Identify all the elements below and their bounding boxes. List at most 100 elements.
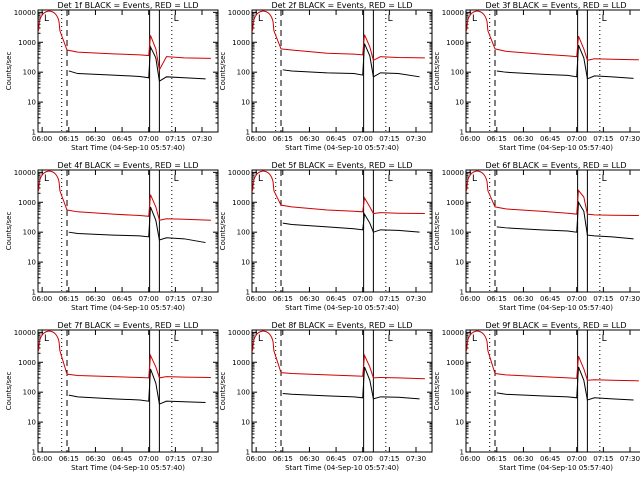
x-tick-label: 06:30: [299, 135, 319, 143]
y-tick-label: 10: [241, 99, 250, 107]
x-tick-label: 06:45: [112, 455, 132, 463]
y-tick-label: 100: [451, 69, 464, 77]
y-tick-label: 1: [460, 129, 464, 137]
x-tick-label: 07:30: [406, 455, 426, 463]
series-events-line: [282, 43, 420, 78]
x-axis-label: Start Time (04-Sep-10 05:57:40): [285, 464, 399, 472]
x-tick-label: 06:45: [326, 455, 346, 463]
y-tick-label: 100: [23, 229, 36, 237]
plot-frame: [465, 329, 640, 453]
y-tick-label: 100: [451, 229, 464, 237]
attenuator-marker: L: [44, 334, 49, 344]
y-tick-label: 10000: [14, 9, 36, 17]
y-axis-label: Counts/sec: [219, 212, 227, 251]
series-lld-line: [252, 170, 425, 215]
attenuator-marker: L: [602, 334, 607, 344]
series-lld-line: [38, 10, 211, 72]
plot-frame: [465, 9, 640, 133]
x-tick-label: 07:15: [165, 135, 185, 143]
x-axis-label: Start Time (04-Sep-10 05:57:40): [499, 464, 613, 472]
attenuator-marker: L: [472, 334, 477, 344]
x-tick-label: 07:00: [139, 135, 159, 143]
y-tick-label: 10000: [14, 329, 36, 337]
y-tick-label: 1000: [446, 39, 464, 47]
series-events-line: [68, 206, 206, 244]
x-tick-label: 06:15: [59, 135, 79, 143]
panel-title: Det 8f BLACK = Events, RED = LLD: [271, 321, 412, 330]
x-tick-label: 06:15: [273, 455, 293, 463]
attenuator-marker: L: [472, 14, 477, 24]
y-tick-label: 1000: [18, 39, 36, 47]
x-tick-label: 06:00: [246, 135, 266, 143]
series-lld-line: [466, 10, 639, 61]
attenuator-marker: L: [388, 174, 393, 184]
attenuator-marker: L: [44, 14, 49, 24]
attenuator-marker: L: [44, 174, 49, 184]
y-tick-label: 100: [237, 229, 250, 237]
y-tick-label: 100: [237, 389, 250, 397]
y-tick-label: 1000: [232, 39, 250, 47]
y-tick-label: 1: [460, 449, 464, 457]
x-tick-label: 06:45: [112, 135, 132, 143]
x-tick-label: 06:00: [246, 455, 266, 463]
x-tick-label: 07:00: [567, 455, 587, 463]
x-tick-label: 07:00: [353, 455, 373, 463]
x-tick-label: 06:00: [32, 295, 52, 303]
y-tick-label: 1: [32, 449, 36, 457]
detector-panel: Det 5f BLACK = Events, RED = LLD 1 10 100 10…: [219, 161, 433, 312]
series-events-line: [282, 212, 420, 233]
series-lld-line: [38, 170, 211, 221]
y-tick-label: 10000: [442, 9, 464, 17]
plot-frame: [37, 169, 219, 293]
x-tick-label: 07:00: [353, 295, 373, 303]
plot-frame: [251, 169, 433, 293]
y-tick-label: 1: [460, 289, 464, 297]
x-tick-label: 07:00: [139, 295, 159, 303]
x-tick-label: 07:15: [593, 135, 613, 143]
plot-frame: [465, 169, 640, 293]
x-axis-label: Start Time (04-Sep-10 05:57:40): [71, 464, 185, 472]
x-tick-label: 07:30: [620, 455, 640, 463]
detector-panel: Det 2f BLACK = Events, RED = LLD 1 10 100 10…: [219, 1, 433, 152]
panel-title: Det 6f BLACK = Events, RED = LLD: [485, 161, 626, 170]
attenuator-marker: L: [258, 334, 263, 344]
y-tick-label: 1000: [232, 199, 250, 207]
y-axis-label: Counts/sec: [5, 52, 13, 91]
series-lld-line: [466, 170, 639, 217]
x-tick-label: 07:30: [406, 295, 426, 303]
x-tick-label: 07:00: [567, 135, 587, 143]
x-tick-label: 06:45: [540, 455, 560, 463]
y-tick-label: 1: [32, 129, 36, 137]
x-tick-label: 07:30: [192, 455, 212, 463]
x-tick-label: 06:15: [59, 295, 79, 303]
y-tick-label: 10: [27, 99, 36, 107]
y-tick-label: 100: [237, 69, 250, 77]
x-tick-label: 07:15: [379, 455, 399, 463]
y-tick-label: 10: [27, 259, 36, 267]
series-events-line: [496, 44, 634, 80]
x-axis-label: Start Time (04-Sep-10 05:57:40): [285, 304, 399, 312]
x-tick-label: 07:15: [379, 295, 399, 303]
x-tick-label: 06:00: [460, 455, 480, 463]
panel-title: Det 2f BLACK = Events, RED = LLD: [271, 1, 412, 10]
series-lld-line: [466, 330, 639, 382]
y-tick-label: 1000: [18, 199, 36, 207]
x-tick-label: 07:30: [192, 295, 212, 303]
y-tick-label: 10000: [442, 169, 464, 177]
y-tick-label: 10000: [228, 329, 250, 337]
x-tick-label: 06:15: [487, 295, 507, 303]
attenuator-marker: L: [258, 14, 263, 24]
y-tick-label: 10: [27, 419, 36, 427]
y-tick-label: 1: [32, 289, 36, 297]
x-tick-label: 06:30: [513, 295, 533, 303]
plot-frame: [251, 9, 433, 133]
panel-title: Det 5f BLACK = Events, RED = LLD: [271, 161, 412, 170]
y-tick-label: 1: [246, 449, 250, 457]
x-tick-label: 07:15: [379, 135, 399, 143]
detector-panel: Det 4f BLACK = Events, RED = LLD 1 10 100 10…: [5, 161, 219, 312]
y-tick-label: 10: [455, 259, 464, 267]
attenuator-marker: L: [388, 14, 393, 24]
y-axis-label: Counts/sec: [219, 372, 227, 411]
detector-panel: Det 7f BLACK = Events, RED = LLD 1 10 100 10…: [5, 321, 219, 472]
y-tick-label: 10: [455, 99, 464, 107]
